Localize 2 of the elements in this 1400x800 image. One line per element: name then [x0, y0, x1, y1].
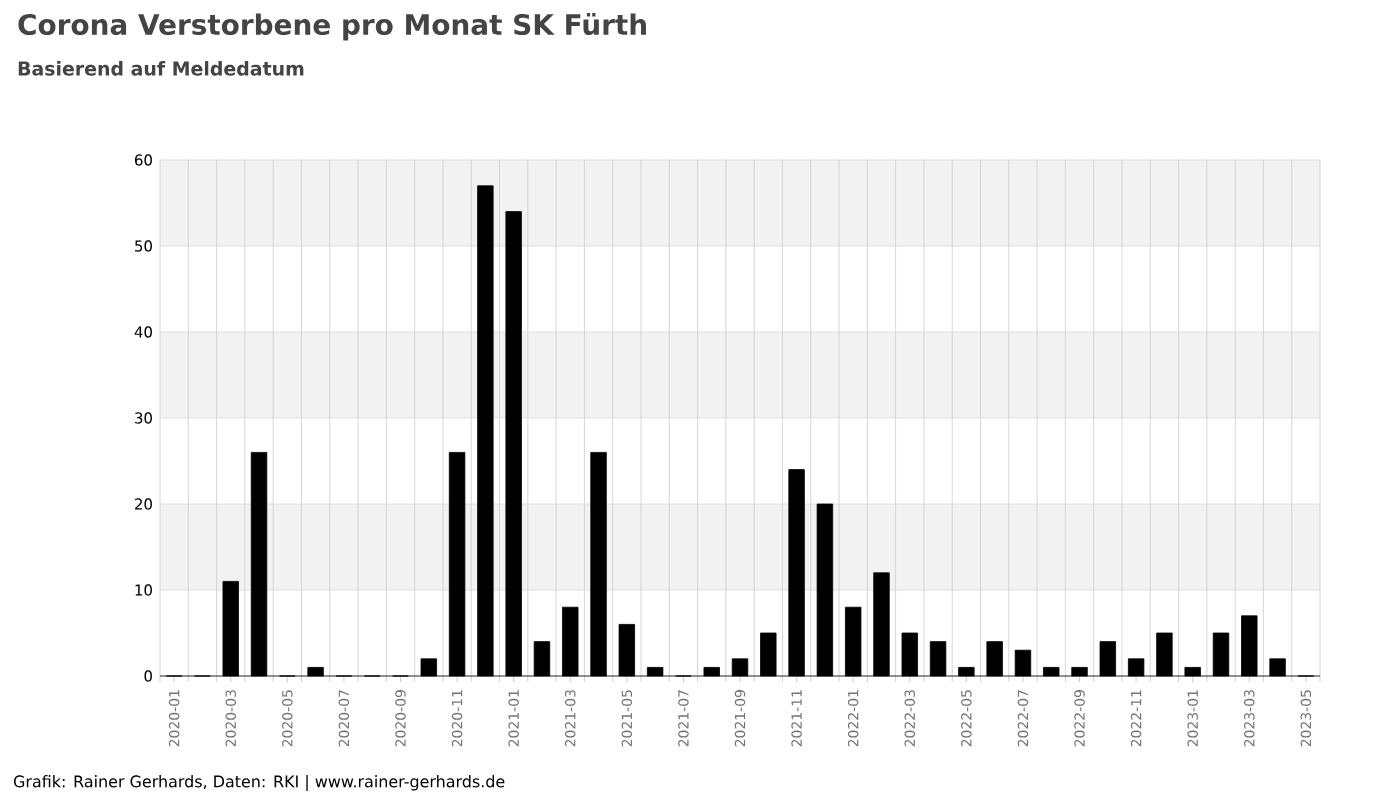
- chart-title: Corona Verstorbene pro Monat SK Fürth: [18, 13, 646, 41]
- chart-subtitle: Basierend auf Meldedatum: [18, 61, 304, 76]
